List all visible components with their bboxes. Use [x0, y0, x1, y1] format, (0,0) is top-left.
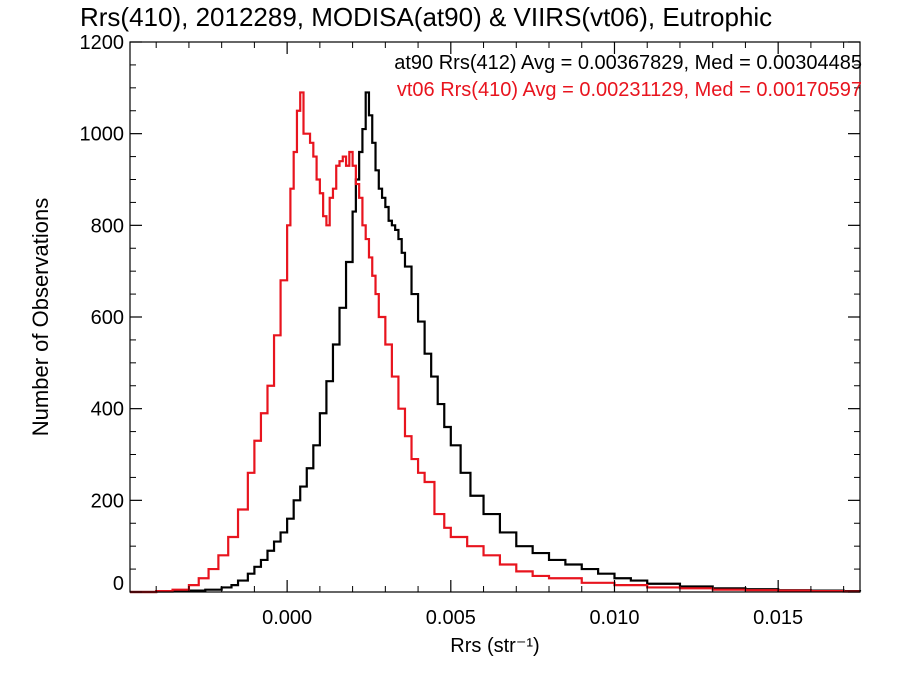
y-tick-label: 0 — [113, 573, 124, 595]
y-tick-label: 200 — [91, 490, 124, 512]
chart-title: Rrs(410), 2012289, MODISA(at90) & VIIRS(… — [80, 2, 773, 32]
series-layer — [130, 91, 862, 594]
legend: at90 Rrs(412) Avg = 0.00367829, Med = 0.… — [394, 52, 862, 101]
x-tick-label: 0.000 — [262, 607, 312, 629]
y-tick-label: 600 — [91, 307, 124, 329]
legend-entry-2: vt06 Rrs(410) Avg = 0.00231129, Med = 0.… — [397, 79, 862, 101]
series-line-1 — [130, 91, 862, 594]
x-tick-label: 0.015 — [753, 607, 803, 629]
x-tick-label: 0.005 — [426, 607, 476, 629]
y-tick-label: 1200 — [80, 32, 125, 54]
x-axis-label: Rrs (str⁻¹) — [450, 635, 539, 657]
axes-layer: 0.000 0.005 0.010 0.015 0 200 400 600 800 1000 120… — [28, 32, 861, 657]
series-line-2 — [130, 91, 860, 594]
legend-entry-1: at90 Rrs(412) Avg = 0.00367829, Med = 0.… — [394, 52, 862, 74]
y-tick-label: 400 — [91, 399, 124, 421]
y-axis-label: Number of Observations — [28, 198, 53, 436]
x-tick-label: 0.010 — [589, 607, 639, 629]
y-tick-label: 800 — [91, 215, 124, 237]
y-tick-label: 1000 — [80, 124, 125, 146]
